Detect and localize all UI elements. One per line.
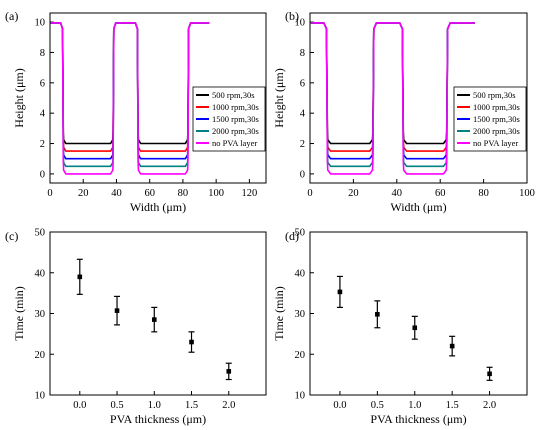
y-axis-label: Height (μm) [272,68,286,127]
y-tick-label: 8 [40,48,45,59]
legend-entry: 2000 rpm,30s [212,126,259,136]
y-tick-label: 10 [35,391,46,402]
x-axis-label: PVA thickness (μm) [370,412,466,426]
x-tick-label: 0.0 [333,400,346,411]
data-point [337,289,343,295]
x-axis-label: Width (μm) [130,200,186,214]
panel-label: (c) [5,229,18,243]
legend-entry: no PVA layer [212,138,257,148]
y-axis-label: Time (min) [272,286,286,341]
x-tick-label: 1.0 [408,400,421,411]
series-line [310,22,475,145]
legend-entry: no PVA layer [473,138,518,148]
x-tick-label: 0 [307,188,312,199]
data-point [449,343,455,349]
y-tick-label: 10 [295,391,306,402]
series-line [50,22,210,145]
legend-entry: 1500 rpm,30s [473,114,520,124]
y-tick-label: 20 [295,350,306,361]
panel-label: (d) [285,229,299,243]
y-tick-label: 30 [35,309,46,320]
data-point [487,371,492,377]
legend-entry: 2000 rpm,30s [473,126,520,136]
panel-d: 0.0 0.5 1.0 1.5 2.0 10 20 30 40 50 PVA thickness (… [272,228,528,426]
series-line [310,22,475,160]
y-tick-label: 50 [35,228,46,239]
x-tick-label: 60 [435,188,446,199]
plot-frame [309,231,528,396]
y-tick-label: 6 [300,78,305,89]
legend-entry: 1500 rpm,30s [212,114,259,124]
panel-c: 0.0 0.5 1.0 1.5 2.0 10 20 30 40 50 PVA thickness (… [5,228,267,426]
x-tick-label: 1.0 [148,400,161,411]
plot-frame [49,231,267,396]
y-axis-label: Time (min) [12,286,26,341]
series-line [310,22,475,175]
x-tick-label: 60 [144,188,155,199]
x-tick-label: 0.5 [371,400,384,411]
x-tick-label: 100 [519,188,535,199]
x-tick-label: 80 [178,188,189,199]
data-point [412,325,418,331]
panel-label: (a) [5,9,18,23]
series-line [50,22,210,152]
series-line [310,22,475,152]
x-tick-label: 1.5 [185,400,198,411]
y-tick-label: 2 [300,139,305,150]
y-axis-label: Height (μm) [12,68,26,127]
data-point [375,312,380,317]
y-tick-label: 6 [40,78,45,89]
data-point [151,317,157,322]
y-tick-label: 30 [295,309,306,320]
series-line [50,22,210,175]
y-tick-label: 4 [300,109,306,120]
x-tick-label: 40 [392,188,403,199]
y-tick-label: 10 [295,18,306,29]
panel-label: (b) [285,9,299,23]
y-tick-label: 20 [35,350,46,361]
y-tick-label: 40 [295,268,306,279]
y-tick-label: 0 [40,169,45,180]
data-point [114,308,120,313]
y-tick-label: 8 [300,48,305,59]
x-tick-label: 20 [78,188,89,199]
plot-frame [309,12,528,184]
plot-frame [49,12,267,184]
x-tick-label: 0 [47,188,52,199]
data-point [77,274,83,280]
x-tick-label: 1.5 [446,400,459,411]
series-line [50,22,210,160]
y-tick-label: 10 [35,18,46,29]
legend-entry: 500 rpm,30s [473,90,516,100]
series-line [50,22,210,168]
x-tick-label: 100 [208,188,224,199]
panel-a: 0 20 40 60 80 100 120 0 2 4 6 8 10 Width (μm) Height (… [5,9,267,214]
series-line [310,22,475,168]
x-tick-label: 0.0 [73,400,86,411]
x-tick-label: 20 [348,188,359,199]
x-axis-label: Width (μm) [390,200,446,214]
y-tick-label: 40 [35,268,46,279]
y-tick-label: 50 [295,228,306,239]
panel-b: 0 20 40 60 80 100 0 2 4 6 8 10 Width (μm) Height (μm)… [272,9,535,214]
legend-entry: 500 rpm,30s [212,90,255,100]
x-tick-label: 2.0 [483,400,496,411]
x-tick-label: 120 [242,188,258,199]
x-tick-label: 0.5 [110,400,123,411]
x-tick-label: 40 [111,188,122,199]
legend-entry: 1000 rpm,30s [473,102,520,112]
legend-entry: 1000 rpm,30s [212,102,259,112]
x-axis-label: PVA thickness (μm) [110,412,206,426]
data-point [226,369,232,374]
y-tick-label: 2 [40,139,45,150]
x-tick-label: 2.0 [222,400,235,411]
data-point [189,339,194,345]
y-tick-label: 0 [300,169,305,180]
x-tick-label: 80 [478,188,489,199]
y-tick-label: 4 [40,109,46,120]
